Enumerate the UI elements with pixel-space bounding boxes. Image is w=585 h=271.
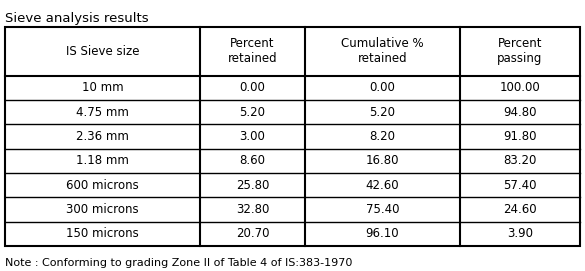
- Text: 3.00: 3.00: [240, 130, 266, 143]
- Text: 8.20: 8.20: [370, 130, 395, 143]
- Text: Note : Conforming to grading Zone II of Table 4 of IS:383-1970: Note : Conforming to grading Zone II of …: [5, 258, 352, 268]
- Text: 5.20: 5.20: [239, 106, 266, 119]
- Text: 4.75 mm: 4.75 mm: [76, 106, 129, 119]
- Text: 75.40: 75.40: [366, 203, 399, 216]
- Text: 5.20: 5.20: [370, 106, 395, 119]
- Text: IS Sieve size: IS Sieve size: [66, 45, 139, 58]
- Text: 150 microns: 150 microns: [66, 227, 139, 240]
- Text: 91.80: 91.80: [503, 130, 537, 143]
- Text: 300 microns: 300 microns: [66, 203, 139, 216]
- Text: 1.18 mm: 1.18 mm: [76, 154, 129, 167]
- Text: Sieve analysis results: Sieve analysis results: [5, 12, 149, 25]
- Bar: [5, 27, 580, 246]
- Text: 57.40: 57.40: [503, 179, 537, 192]
- Text: 25.80: 25.80: [236, 179, 269, 192]
- Text: 83.20: 83.20: [503, 154, 536, 167]
- Text: Cumulative %
retained: Cumulative % retained: [341, 37, 424, 65]
- Text: 42.60: 42.60: [366, 179, 400, 192]
- Text: Percent
retained: Percent retained: [228, 37, 277, 65]
- Text: 20.70: 20.70: [236, 227, 269, 240]
- Text: 16.80: 16.80: [366, 154, 399, 167]
- Text: 3.90: 3.90: [507, 227, 533, 240]
- Text: 0.00: 0.00: [240, 81, 266, 94]
- Text: 32.80: 32.80: [236, 203, 269, 216]
- Text: 0.00: 0.00: [370, 81, 395, 94]
- Text: 96.10: 96.10: [366, 227, 400, 240]
- Text: 24.60: 24.60: [503, 203, 537, 216]
- Text: 10 mm: 10 mm: [82, 81, 123, 94]
- Text: 2.36 mm: 2.36 mm: [76, 130, 129, 143]
- Text: 94.80: 94.80: [503, 106, 537, 119]
- Text: 8.60: 8.60: [239, 154, 266, 167]
- Text: 600 microns: 600 microns: [66, 179, 139, 192]
- Text: 100.00: 100.00: [500, 81, 541, 94]
- Text: Percent
passing: Percent passing: [497, 37, 543, 65]
